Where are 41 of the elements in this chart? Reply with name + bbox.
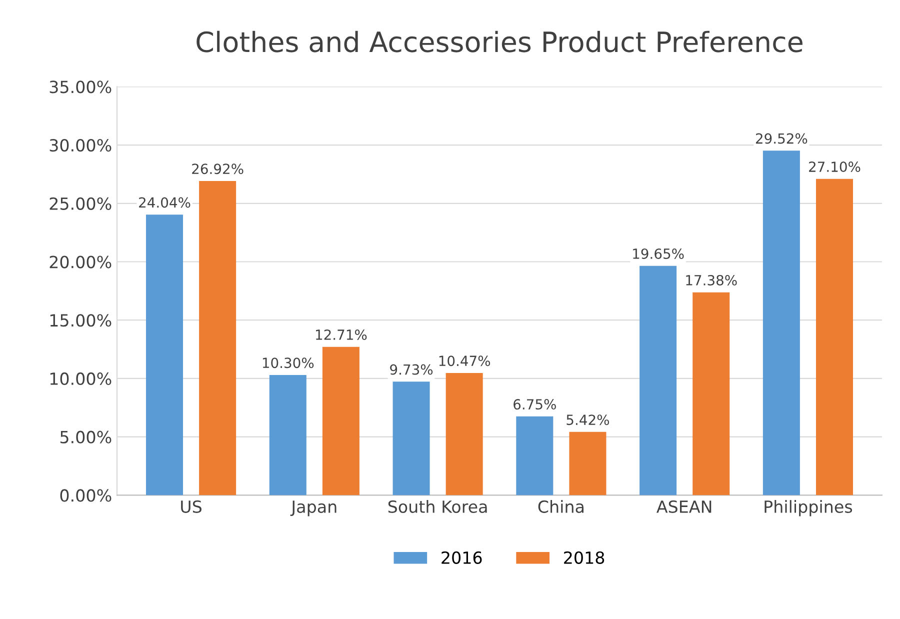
data-label: 26.92%	[192, 164, 244, 174]
bar	[199, 180, 236, 496]
data-label: 12.71%	[316, 329, 367, 340]
y-tick-label: 20.00%	[50, 256, 112, 268]
y-tick-label: 10.00%	[50, 372, 112, 386]
x-tick-label: Japan	[290, 500, 336, 516]
bar	[322, 346, 360, 496]
bar	[516, 416, 554, 496]
y-tick-label: 5.00%	[60, 430, 112, 444]
x-tick-label: South Korea	[388, 500, 487, 513]
y-tick-label: 30.00%	[50, 138, 112, 152]
bar	[816, 178, 854, 496]
data-label: 6.75%	[514, 399, 556, 410]
data-label: 27.10%	[809, 162, 860, 172]
data-label: 9.73%	[390, 364, 433, 375]
bar	[146, 214, 184, 496]
y-tick-label: 25.00%	[50, 197, 112, 210]
chart-title: Clothes and Accessories Product Preference	[196, 30, 802, 52]
data-label: 17.38%	[686, 274, 737, 286]
y-tick-label: 35.00%	[50, 80, 112, 94]
data-label: 5.42%	[566, 414, 610, 426]
x-tick-label: Philippines	[764, 500, 852, 516]
legend-label: 2018	[564, 551, 604, 564]
bar	[640, 266, 677, 496]
data-label: 10.30%	[262, 358, 314, 368]
data-label: 29.52%	[756, 133, 808, 144]
bar	[446, 372, 483, 496]
x-tick-label: US	[181, 500, 202, 513]
legend-label: 2016	[442, 551, 482, 564]
y-tick-label: 15.00%	[50, 314, 112, 327]
data-label: 24.04%	[139, 197, 190, 208]
x-tick-label: ASEAN	[656, 500, 712, 513]
bar	[692, 292, 730, 496]
bar	[569, 432, 606, 496]
bar	[269, 374, 306, 496]
bar	[392, 382, 430, 496]
data-label: 10.47%	[439, 356, 490, 366]
data-label: 19.65%	[633, 248, 684, 259]
x-tick-label: China	[538, 500, 584, 513]
bar	[762, 150, 800, 496]
y-tick-label: 0.00%	[60, 489, 112, 502]
